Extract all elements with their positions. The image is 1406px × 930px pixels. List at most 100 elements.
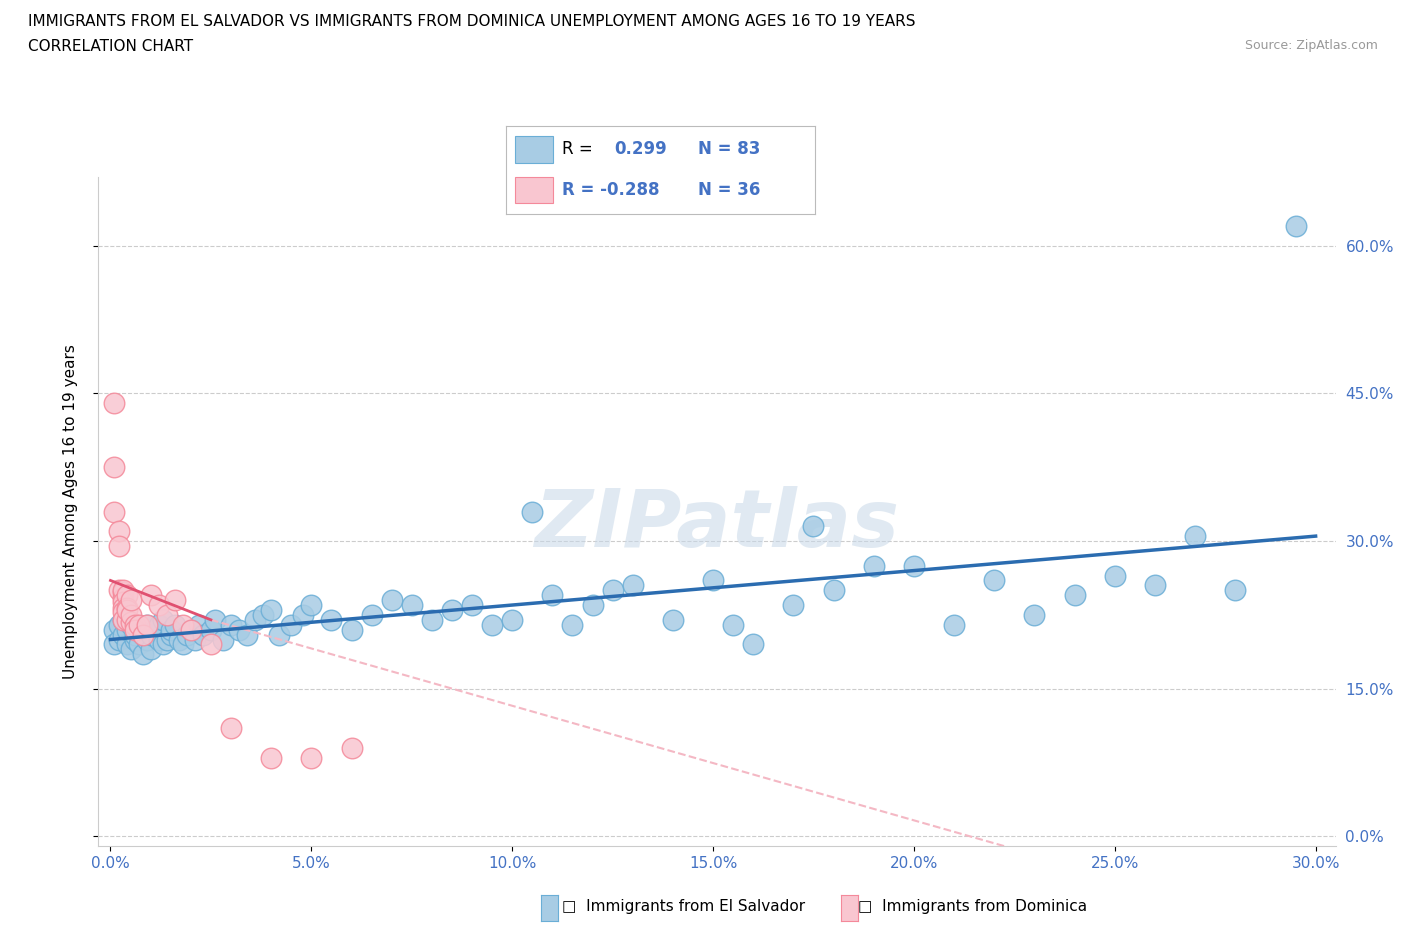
Point bbox=[219, 721, 242, 736]
Text: N = 36: N = 36 bbox=[697, 181, 761, 199]
Point bbox=[152, 612, 174, 627]
Point bbox=[340, 740, 363, 755]
Point bbox=[111, 627, 134, 642]
Point bbox=[1225, 583, 1247, 598]
Point bbox=[541, 588, 564, 603]
Point bbox=[115, 603, 138, 618]
Y-axis label: Unemployment Among Ages 16 to 19 years: Unemployment Among Ages 16 to 19 years bbox=[63, 344, 77, 679]
Point bbox=[172, 618, 194, 632]
Point bbox=[292, 607, 315, 622]
Point bbox=[522, 504, 544, 519]
Point bbox=[107, 524, 129, 538]
Text: IMMIGRANTS FROM EL SALVADOR VS IMMIGRANTS FROM DOMINICA UNEMPLOYMENT AMONG AGES : IMMIGRANTS FROM EL SALVADOR VS IMMIGRANT… bbox=[28, 14, 915, 29]
Point bbox=[111, 612, 134, 627]
Point bbox=[1143, 578, 1166, 592]
Point bbox=[135, 632, 157, 647]
Point bbox=[139, 627, 162, 642]
Point bbox=[152, 637, 174, 652]
Point bbox=[111, 591, 134, 605]
Point bbox=[501, 612, 523, 627]
Point bbox=[159, 622, 181, 637]
Point bbox=[111, 612, 134, 627]
Point bbox=[107, 583, 129, 598]
Point bbox=[299, 751, 322, 765]
Point bbox=[269, 627, 291, 642]
Point bbox=[602, 583, 624, 598]
Point bbox=[1104, 568, 1126, 583]
Point bbox=[180, 622, 202, 637]
Point bbox=[131, 627, 153, 642]
Point bbox=[212, 632, 235, 647]
Point bbox=[862, 558, 884, 573]
Point bbox=[340, 622, 363, 637]
Point bbox=[299, 598, 322, 613]
Point bbox=[143, 622, 166, 637]
Point bbox=[163, 592, 186, 607]
Point bbox=[200, 637, 222, 652]
Point bbox=[111, 604, 134, 619]
Point bbox=[131, 627, 153, 642]
Text: ZIPatlas: ZIPatlas bbox=[534, 485, 900, 564]
Point bbox=[621, 578, 644, 592]
Text: R = -0.288: R = -0.288 bbox=[562, 181, 659, 199]
Point bbox=[983, 573, 1005, 588]
Point bbox=[280, 618, 302, 632]
Point bbox=[176, 627, 198, 642]
Point bbox=[721, 618, 744, 632]
Point bbox=[135, 618, 157, 632]
Point bbox=[260, 603, 283, 618]
Point bbox=[420, 612, 443, 627]
Point bbox=[742, 637, 765, 652]
Point bbox=[124, 622, 146, 637]
Text: 0.299: 0.299 bbox=[614, 140, 668, 158]
Point bbox=[124, 627, 146, 642]
Point bbox=[823, 583, 845, 598]
Point bbox=[128, 622, 150, 637]
Text: □  Immigrants from El Salvador: □ Immigrants from El Salvador bbox=[562, 899, 806, 914]
Point bbox=[321, 612, 343, 627]
Point bbox=[107, 632, 129, 647]
Point bbox=[702, 573, 724, 588]
Point bbox=[1184, 528, 1206, 543]
Point bbox=[360, 607, 382, 622]
Point bbox=[228, 622, 250, 637]
Point bbox=[103, 504, 125, 519]
Point bbox=[381, 592, 404, 607]
Point bbox=[103, 396, 125, 411]
Point bbox=[111, 601, 134, 616]
Point bbox=[662, 612, 685, 627]
Point bbox=[115, 637, 138, 652]
Point bbox=[120, 607, 142, 622]
Point bbox=[180, 622, 202, 637]
Point bbox=[200, 622, 222, 637]
Point bbox=[187, 618, 209, 632]
Text: CORRELATION CHART: CORRELATION CHART bbox=[28, 39, 193, 54]
Point bbox=[115, 588, 138, 603]
Point bbox=[120, 618, 142, 632]
Point bbox=[120, 642, 142, 657]
Point bbox=[139, 588, 162, 603]
Point bbox=[139, 642, 162, 657]
Point bbox=[184, 632, 207, 647]
Point bbox=[124, 618, 146, 632]
Point bbox=[260, 751, 283, 765]
Point bbox=[103, 622, 125, 637]
Point bbox=[124, 632, 146, 647]
Point bbox=[159, 627, 181, 642]
Point bbox=[440, 603, 463, 618]
Point bbox=[243, 612, 266, 627]
Text: □  Immigrants from Dominica: □ Immigrants from Dominica bbox=[858, 899, 1087, 914]
Text: R =: R = bbox=[562, 140, 592, 158]
FancyBboxPatch shape bbox=[516, 177, 553, 204]
Point bbox=[120, 615, 142, 630]
Point bbox=[191, 627, 214, 642]
Point bbox=[103, 637, 125, 652]
Text: Source: ZipAtlas.com: Source: ZipAtlas.com bbox=[1244, 39, 1378, 52]
Point bbox=[782, 598, 804, 613]
Point bbox=[903, 558, 925, 573]
Point bbox=[156, 607, 179, 622]
Point bbox=[252, 607, 274, 622]
Point bbox=[943, 618, 966, 632]
Point bbox=[120, 592, 142, 607]
Point bbox=[115, 622, 138, 637]
